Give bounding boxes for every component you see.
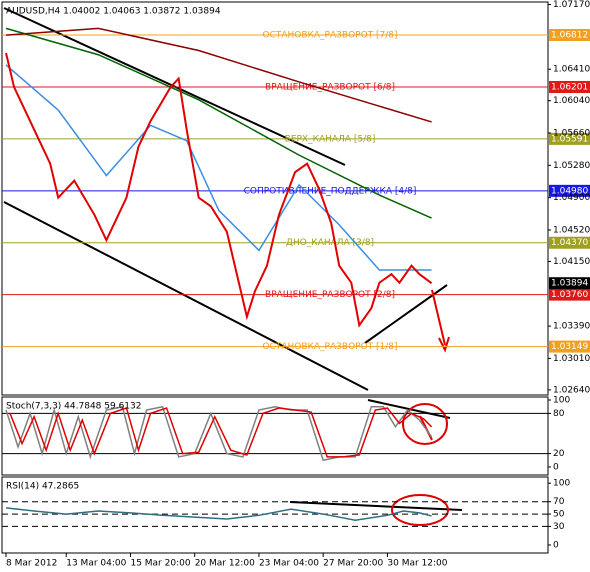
- price-box: [549, 236, 590, 249]
- main-panel: [1, 1, 549, 396]
- panel-title: RSI(14) 47.2865: [6, 482, 79, 492]
- level-label: ОСТАНОВКА_РАЗВОРОТ [1/8]: [262, 342, 397, 352]
- y-tick-label: 1.02640: [553, 385, 590, 395]
- price-box: [549, 132, 590, 145]
- y-tick-label: 1.06410: [553, 65, 590, 75]
- price-box: [549, 184, 590, 197]
- level-label: ДНО_КАНАЛА [3/8]: [286, 238, 374, 248]
- x-tick-label: 8 Mar 2012: [6, 559, 57, 569]
- level-label: ВРАЩЕНИЕ_РАЗВОРОТ [6/8]: [265, 82, 395, 92]
- series-line: [5, 64, 432, 271]
- price-box-label: 1.06812: [551, 31, 588, 41]
- y-tick-label: 0: [553, 462, 559, 472]
- y-tick-label: 1.03010: [553, 354, 590, 364]
- series-line: [5, 507, 432, 522]
- y-tick-label: 50: [553, 510, 565, 520]
- series-line: [5, 27, 432, 219]
- x-tick-label: 13 Mar 04:00: [66, 559, 126, 569]
- price-box: [549, 288, 590, 301]
- y-tick-label: 1.06040: [553, 96, 590, 106]
- last-price-box: [549, 277, 590, 290]
- x-tick-label: 27 Mar 20:00: [323, 559, 383, 569]
- price-box: [549, 80, 590, 93]
- price-box-label: 1.03149: [551, 342, 588, 352]
- price-box-label: 1.06201: [551, 82, 588, 92]
- price-box-label: 1.04370: [551, 238, 588, 248]
- y-tick-label: 1.04520: [553, 225, 590, 235]
- x-tick-label: 15 Mar 20:00: [130, 559, 190, 569]
- y-tick-label: 1.07170: [553, 0, 590, 10]
- y-tick-label: 1.05660: [553, 129, 590, 139]
- trend-line: [289, 501, 463, 511]
- y-tick-label: 80: [553, 409, 565, 419]
- rsi-panel: [1, 476, 549, 554]
- y-tick-label: 1.03390: [553, 322, 590, 332]
- price-box-label: 1.03760: [551, 290, 588, 300]
- series-line: [9, 407, 433, 458]
- y-tick-label: 30: [553, 522, 565, 532]
- arrow-head: [438, 336, 450, 353]
- y-tick-label: 20: [553, 449, 565, 459]
- x-tick-label: 30 Mar 12:00: [387, 559, 447, 569]
- level-label: СОПРОТИВЛЕНИЕ_ПОДДЕРЖКА [4/8]: [244, 186, 417, 196]
- panel-title: AUDUSD,H4 1.04002 1.04063 1.03872 1.0389…: [6, 7, 221, 17]
- y-tick-label: 100: [553, 396, 570, 406]
- series-line: [5, 27, 432, 123]
- trend-line: [3, 201, 369, 391]
- price-box-label: 1.05591: [551, 134, 588, 144]
- panel-title: Stoch(7,3,3) 44.7848 59.6132: [6, 402, 141, 412]
- highlight: [402, 403, 448, 445]
- arrow: [431, 289, 446, 346]
- series-line: [5, 405, 433, 462]
- series-line: [5, 52, 433, 328]
- y-tick-label: 1.05280: [553, 161, 590, 171]
- price-box: [549, 340, 590, 353]
- level-label: ВРАЩЕНИЕ_РАЗВОРОТ [2/8]: [265, 290, 395, 300]
- y-tick-label: 1.04900: [553, 193, 590, 203]
- y-tick-label: 1.04150: [553, 257, 590, 267]
- y-tick-label: 70: [553, 497, 565, 507]
- last-price-label: 1.03894: [551, 279, 588, 289]
- y-tick-label: 0: [553, 540, 559, 550]
- x-tick-label: 20 Mar 12:00: [195, 559, 255, 569]
- y-tick-label: 100: [553, 479, 570, 489]
- x-tick-label: 23 Mar 04:00: [259, 559, 319, 569]
- price-box: [549, 29, 590, 42]
- level-label: ОСТАНОВКА_РАЗВОРОТ [7/8]: [262, 31, 397, 41]
- level-label: ВЕРХ_КАНАЛА [5/8]: [285, 134, 376, 144]
- price-box-label: 1.04980: [551, 186, 588, 196]
- highlight: [391, 494, 449, 526]
